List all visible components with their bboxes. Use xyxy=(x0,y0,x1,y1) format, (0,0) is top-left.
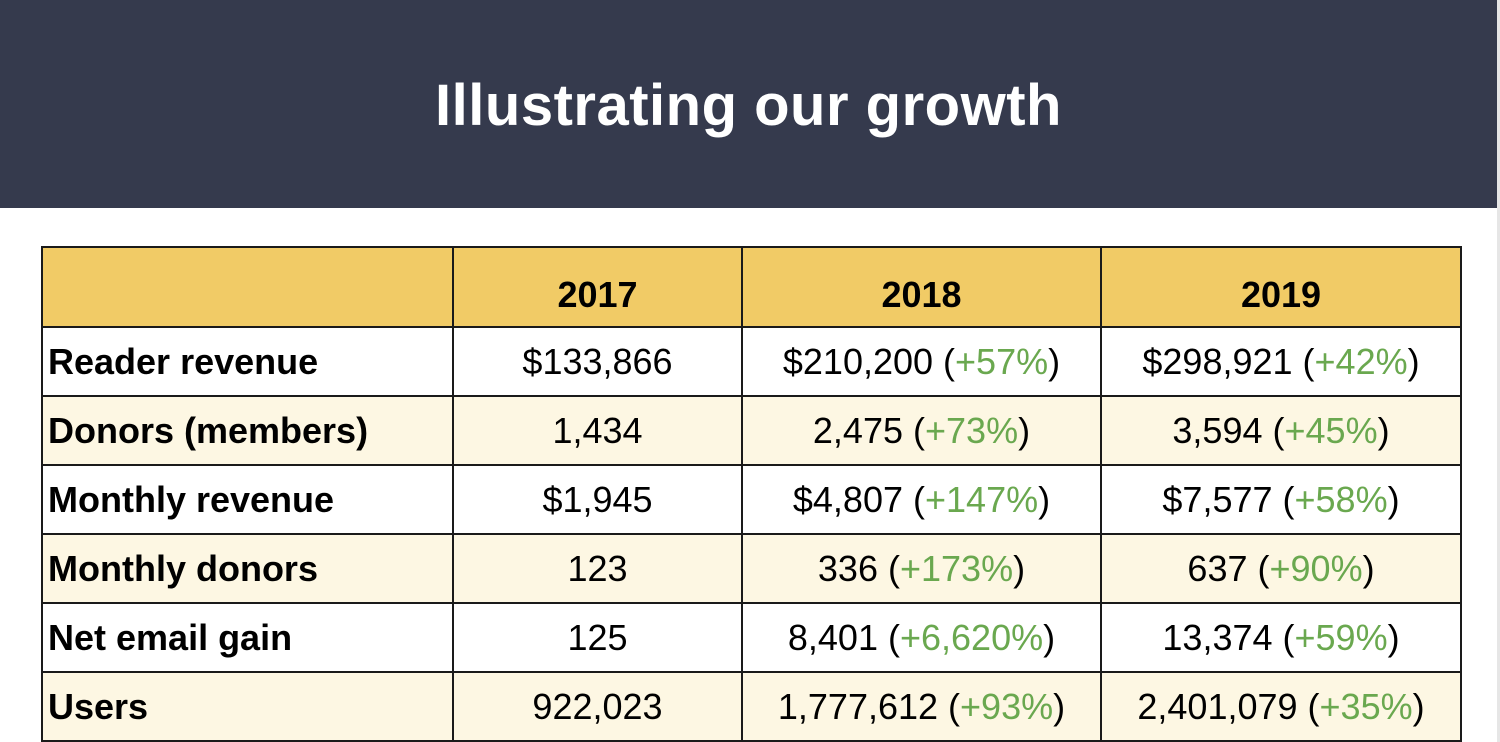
value-2017: 922,023 xyxy=(452,671,743,742)
value-2018-number: 8,401 xyxy=(787,616,878,658)
value-2019-number: $298,921 xyxy=(1142,340,1293,382)
value-2018-number: 2,475 xyxy=(812,409,903,451)
header-cell-2018: 2018 xyxy=(741,246,1102,328)
right-edge-divider xyxy=(1497,0,1500,742)
growth-2018: +173% xyxy=(899,547,1014,589)
table-row: Donors (members) 1,434 2,475 (+73%) 3,59… xyxy=(41,395,1462,466)
metric-label: Reader revenue xyxy=(41,326,454,397)
metric-label: Donors (members) xyxy=(41,395,454,466)
header-cell-2019: 2019 xyxy=(1100,246,1462,328)
value-2018-number: $210,200 xyxy=(782,340,934,382)
metric-label: Monthly revenue xyxy=(41,464,454,535)
value-2018: 1,777,612 (+93%) xyxy=(741,671,1102,742)
value-2018: $210,200 (+57%) xyxy=(741,326,1102,397)
value-2019: 13,374 (+59%) xyxy=(1100,602,1462,673)
value-2018-number: $4,807 xyxy=(792,478,903,520)
page-title: Illustrating our growth xyxy=(435,72,1062,138)
value-2019-number: 13,374 xyxy=(1162,616,1273,658)
value-2019: 637 (+90%) xyxy=(1100,533,1462,604)
value-2018: 2,475 (+73%) xyxy=(741,395,1102,466)
table-row: Monthly donors 123 336 (+173%) 637 (+90%… xyxy=(41,533,1462,604)
growth-table: 2017 2018 2019 Reader revenue $133,866 $… xyxy=(41,246,1462,742)
table-row: Monthly revenue $1,945 $4,807 (+147%) $7… xyxy=(41,464,1462,535)
growth-2019: +59% xyxy=(1294,616,1388,658)
header-row: 2017 2018 2019 xyxy=(41,246,1462,328)
growth-2018: +57% xyxy=(955,340,1049,382)
value-2018: $4,807 (+147%) xyxy=(741,464,1102,535)
value-2017: $1,945 xyxy=(452,464,743,535)
value-2019: $298,921 (+42%) xyxy=(1100,326,1462,397)
value-2018-number: 336 xyxy=(817,547,878,589)
value-2019: 2,401,079 (+35%) xyxy=(1100,671,1462,742)
header-cell-2017: 2017 xyxy=(452,246,743,328)
value-2017: 1,434 xyxy=(452,395,743,466)
value-2018: 8,401 (+6,620%) xyxy=(741,602,1102,673)
value-2018-number: 1,777,612 xyxy=(777,685,939,727)
value-2019-number: 2,401,079 xyxy=(1137,685,1298,727)
growth-2018: +147% xyxy=(925,478,1039,520)
growth-2019: +58% xyxy=(1294,478,1388,520)
growth-2019: +35% xyxy=(1319,685,1413,727)
growth-2019: +90% xyxy=(1269,547,1363,589)
growth-2018: +6,620% xyxy=(899,616,1044,658)
header-cell-metric xyxy=(41,246,454,328)
metric-label: Users xyxy=(41,671,454,742)
value-2019-number: 3,594 xyxy=(1172,409,1263,451)
value-2017: $133,866 xyxy=(452,326,743,397)
value-2019-number: 637 xyxy=(1187,547,1248,589)
value-2018: 336 (+173%) xyxy=(741,533,1102,604)
value-2019-number: $7,577 xyxy=(1162,478,1273,520)
table-row: Reader revenue $133,866 $210,200 (+57%) … xyxy=(41,326,1462,397)
metric-label: Monthly donors xyxy=(41,533,454,604)
table-row: Net email gain 125 8,401 (+6,620%) 13,37… xyxy=(41,602,1462,673)
metric-label: Net email gain xyxy=(41,602,454,673)
value-2019: 3,594 (+45%) xyxy=(1100,395,1462,466)
growth-2019: +45% xyxy=(1284,409,1378,451)
title-banner: Illustrating our growth xyxy=(0,0,1497,208)
table-row: Users 922,023 1,777,612 (+93%) 2,401,079… xyxy=(41,671,1462,742)
growth-2019: +42% xyxy=(1314,340,1408,382)
growth-2018: +93% xyxy=(960,685,1054,727)
value-2017: 125 xyxy=(452,602,743,673)
growth-2018: +73% xyxy=(925,409,1019,451)
value-2019: $7,577 (+58%) xyxy=(1100,464,1462,535)
value-2017: 123 xyxy=(452,533,743,604)
